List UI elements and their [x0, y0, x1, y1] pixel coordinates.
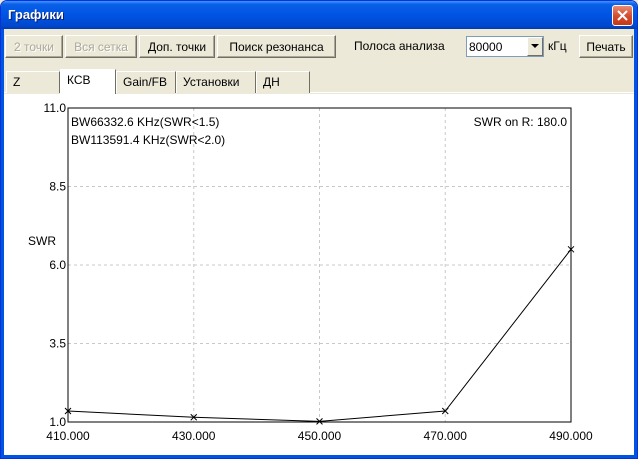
tab-label: Gain/FB [123, 75, 168, 89]
data-point-marker [64, 407, 72, 415]
tab-settings[interactable]: Установки [176, 71, 256, 93]
x-tick-label: 470.000 [424, 429, 468, 443]
two-points-button[interactable]: 2 точки [5, 35, 63, 58]
title-bar[interactable]: Графики [1, 1, 637, 29]
band-combobox[interactable]: 80000 [466, 36, 544, 57]
swr-reference-annotation: SWR on R: 180.0 [474, 115, 568, 129]
tab-pattern[interactable]: ДН [256, 71, 310, 93]
close-icon [617, 10, 628, 21]
tab-label: Z [13, 75, 21, 89]
tab-label: ДН [263, 75, 280, 89]
x-tick-label: 410.000 [46, 429, 90, 443]
y-tick-label: 1.0 [49, 415, 66, 429]
x-tick-label: 450.000 [298, 429, 342, 443]
band-dropdown-button[interactable] [527, 37, 543, 56]
data-point-marker [190, 413, 198, 421]
bw-annotation-1: BW66332.6 KHz(SWR<1.5) [71, 115, 219, 129]
bw-annotation-2: BW113591.4 KHz(SWR<2.0) [71, 133, 225, 147]
band-label: Полоса анализа [354, 39, 445, 53]
x-tick-label: 430.000 [172, 429, 216, 443]
x-tick-label: 490.000 [549, 429, 593, 443]
data-point-marker [316, 418, 323, 425]
resonance-search-button[interactable]: Поиск резонанса [217, 35, 336, 58]
tab-strip: Z КСВ Gain/FB Установки ДН [4, 69, 634, 94]
extra-points-button[interactable]: Доп. точки [139, 35, 215, 58]
band-value[interactable]: 80000 [469, 40, 503, 54]
print-button[interactable]: Печать [579, 35, 633, 58]
y-axis-label: SWR [28, 234, 56, 248]
chevron-down-icon [531, 44, 539, 48]
y-tick-label: 11.0 [44, 101, 67, 115]
tab-label: КСВ [67, 73, 91, 87]
toolbar: 2 точки Вся сетка Доп. точки Поиск резон… [4, 29, 634, 62]
tab-gain-fb[interactable]: Gain/FB [116, 71, 176, 93]
data-point-marker [567, 245, 575, 253]
y-tick-label: 8.5 [49, 180, 66, 194]
band-unit: кГц [548, 39, 567, 53]
swr-series-line [67, 248, 572, 422]
y-tick-label: 6.0 [49, 258, 66, 272]
data-point-marker [441, 407, 449, 415]
tab-swr[interactable]: КСВ [60, 69, 116, 94]
swr-chart-area: 11.0 8.5 6.0 3.5 1.0 410.000 430.000 450.000 470… [4, 94, 634, 455]
close-button[interactable] [612, 5, 633, 26]
y-tick-label: 3.5 [49, 337, 66, 351]
tab-z[interactable]: Z [6, 71, 60, 93]
full-grid-button[interactable]: Вся сетка [65, 35, 137, 58]
tab-label: Установки [183, 75, 240, 89]
window-title: Графики [8, 7, 64, 22]
